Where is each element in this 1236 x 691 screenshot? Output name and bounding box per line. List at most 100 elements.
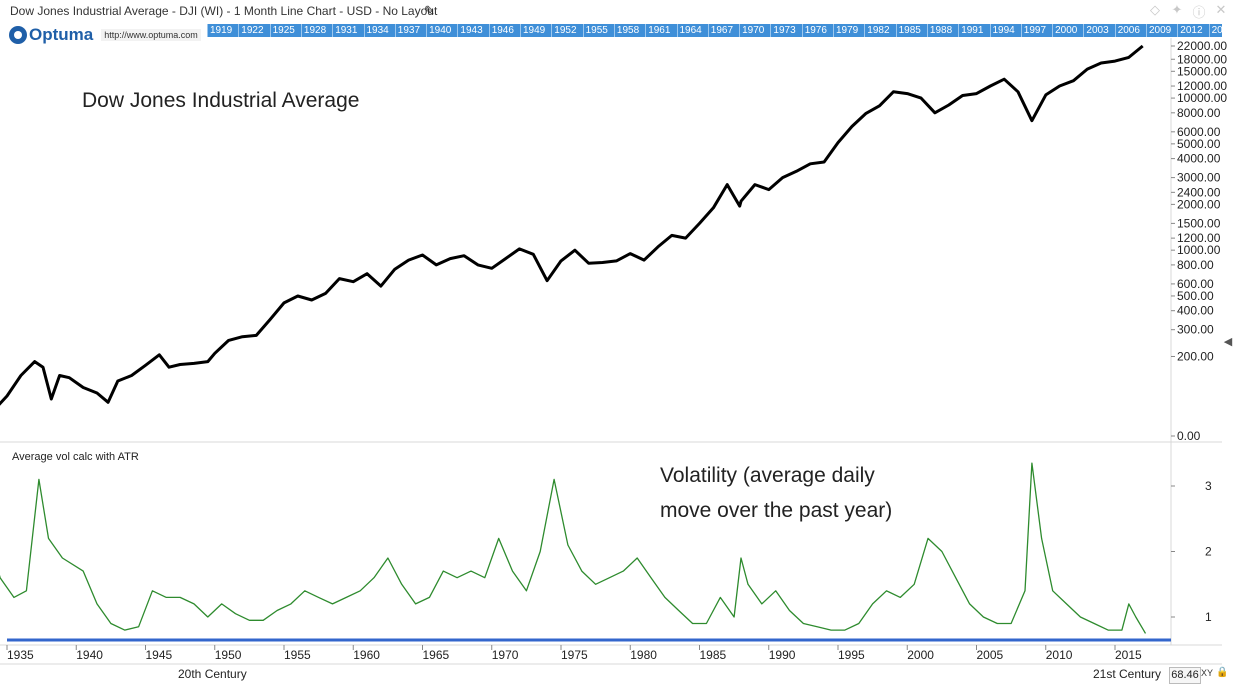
overview-year[interactable]: 1961 (645, 24, 670, 37)
x-tick-label: 1935 (7, 648, 34, 662)
price-y-tick-label: 500.00 (1177, 289, 1214, 303)
overview-year[interactable]: 1994 (989, 24, 1015, 37)
overview-year[interactable]: 1919 (207, 24, 232, 37)
era-21st-century: 21st Century (1093, 667, 1162, 681)
x-tick-label: 1975 (561, 648, 588, 662)
price-title: Dow Jones Industrial Average (82, 89, 359, 112)
overview-year[interactable]: 1976 (801, 24, 827, 37)
overview-year[interactable]: 2012 (1177, 24, 1203, 37)
overview-year[interactable]: 1931 (332, 24, 357, 37)
x-tick-label: 1940 (76, 648, 103, 662)
x-tick-label: 1980 (630, 648, 657, 662)
price-y-tick-label: 800.00 (1177, 258, 1214, 272)
overview-year[interactable]: 1925 (269, 24, 295, 37)
window-title: Dow Jones Industrial Average - DJI (WI) … (10, 4, 438, 18)
price-y-tick-label: 400.00 (1177, 304, 1214, 318)
overview-year[interactable]: 1943 (457, 24, 483, 37)
vol-annotation-2: move over the past year) (660, 499, 892, 522)
x-tick-label: 1995 (838, 648, 865, 662)
price-y-tick-label: 10000.00 (1177, 91, 1227, 105)
price-y-tick-label: 1200.00 (1177, 231, 1221, 245)
overview-year[interactable]: 1949 (520, 24, 545, 37)
x-tick-label: 2015 (1115, 648, 1142, 662)
vol-y-axis: 3 2 1 (1171, 479, 1212, 624)
overview-year-bar[interactable]: 1919 1922 1925 1928 1931 1934 1937 1940 1943 1946… (207, 24, 1222, 37)
volatility-line (0, 462, 1147, 634)
price-y-tick-label: 18000.00 (1177, 52, 1227, 66)
overview-year[interactable]: 1997 (1020, 24, 1046, 37)
overview-year[interactable]: 1967 (707, 24, 733, 37)
overview-year[interactable]: 2015 (1208, 24, 1222, 37)
x-tick-label: 1960 (353, 648, 380, 662)
overview-year[interactable]: 1940 (426, 24, 451, 37)
zoom-value[interactable]: 68.46 (1169, 667, 1201, 684)
lock-icon[interactable]: 🔒 (1216, 667, 1229, 678)
optuma-logo: Optuma http://www.optuma.com (9, 25, 201, 45)
overview-year[interactable]: 1934 (363, 24, 389, 37)
overview-year[interactable]: 1979 (833, 24, 858, 37)
price-line (0, 44, 1144, 406)
overview-year[interactable]: 1922 (238, 24, 264, 37)
overview-year[interactable]: 1937 (394, 24, 420, 37)
price-y-tick-label: 1000.00 (1177, 243, 1221, 257)
logo-name: Optuma (29, 25, 94, 44)
window-titlebar: Dow Jones Industrial Average - DJI (WI) … (0, 0, 1236, 22)
price-y-tick-label: 22000.00 (1177, 39, 1227, 53)
x-tick-label: 2000 (907, 648, 934, 662)
vol-title: Average vol calc with ATR (12, 451, 139, 463)
window-buttons: ◇ ✦ ⓘ ✕ (1148, 2, 1228, 21)
overview-year[interactable]: 1928 (300, 24, 326, 37)
x-tick-label: 1965 (423, 648, 450, 662)
collapse-panel-icon[interactable]: ◀ (1223, 336, 1233, 348)
price-y-tick-label: 3000.00 (1177, 171, 1221, 185)
price-y-tick-label: 6000.00 (1177, 125, 1221, 139)
price-y-tick-label: 4000.00 (1177, 152, 1221, 166)
x-tick-label: 2010 (1046, 648, 1073, 662)
price-y-tick-label: 12000.00 (1177, 79, 1227, 93)
x-tick-label: 1970 (492, 648, 519, 662)
era-20th-century: 20th Century (178, 667, 247, 681)
price-y-tick-label: 1500.00 (1177, 216, 1221, 230)
price-y-tick-label: 0.00 (1177, 429, 1201, 443)
overview-year[interactable]: 1946 (488, 24, 514, 37)
vol-annotation-1: Volatility (average daily (660, 464, 875, 487)
overview-year[interactable]: 1985 (895, 24, 921, 37)
price-y-tick-label: 600.00 (1177, 277, 1214, 291)
diamond-icon[interactable]: ◇ (1150, 2, 1160, 17)
overview-year[interactable]: 2009 (1146, 24, 1171, 37)
price-y-tick-label: 300.00 (1177, 323, 1214, 337)
info-icon[interactable]: ⓘ (1192, 5, 1206, 20)
xy-toggle-button[interactable]: XY (1201, 668, 1214, 678)
overview-year[interactable]: 1988 (926, 24, 952, 37)
pencil-icon[interactable]: ✎ (424, 3, 435, 18)
price-y-tick-label: 8000.00 (1177, 106, 1221, 120)
price-y-tick-label: 200.00 (1177, 349, 1214, 363)
vol-y-tick-label: 2 (1205, 545, 1212, 559)
overview-year[interactable]: 1952 (551, 24, 577, 37)
price-y-tick-label: 2400.00 (1177, 185, 1221, 199)
overview-year[interactable]: 1970 (739, 24, 764, 37)
overview-year[interactable]: 2003 (1083, 24, 1109, 37)
price-y-axis: 22000.0018000.0015000.0012000.0010000.00… (1171, 39, 1227, 443)
overview-year[interactable]: 1955 (582, 24, 608, 37)
close-icon[interactable]: ✕ (1215, 2, 1227, 17)
x-tick-label: 2005 (977, 648, 1004, 662)
x-tick-label: 1985 (700, 648, 727, 662)
logo-url[interactable]: http://www.optuma.com (101, 29, 201, 41)
overview-year[interactable]: 2006 (1114, 24, 1140, 37)
price-y-tick-label: 2000.00 (1177, 197, 1221, 211)
overview-year[interactable]: 1982 (864, 24, 890, 37)
x-tick-label: 1990 (769, 648, 796, 662)
x-axis: 1935 1940 1945 1950 1955 1960 1965 1970 1975 1980… (6, 645, 1142, 662)
x-tick-label: 1955 (284, 648, 311, 662)
pin-icon[interactable]: ✦ (1171, 2, 1183, 17)
x-tick-label: 1945 (146, 648, 173, 662)
overview-year[interactable]: 1964 (676, 24, 702, 37)
overview-year[interactable]: 1973 (770, 24, 796, 37)
vol-y-tick-label: 1 (1205, 610, 1212, 624)
overview-year[interactable]: 1991 (958, 24, 983, 37)
x-tick-label: 1950 (215, 648, 242, 662)
overview-year[interactable]: 2000 (1052, 24, 1077, 37)
overview-year[interactable]: 1958 (613, 24, 639, 37)
